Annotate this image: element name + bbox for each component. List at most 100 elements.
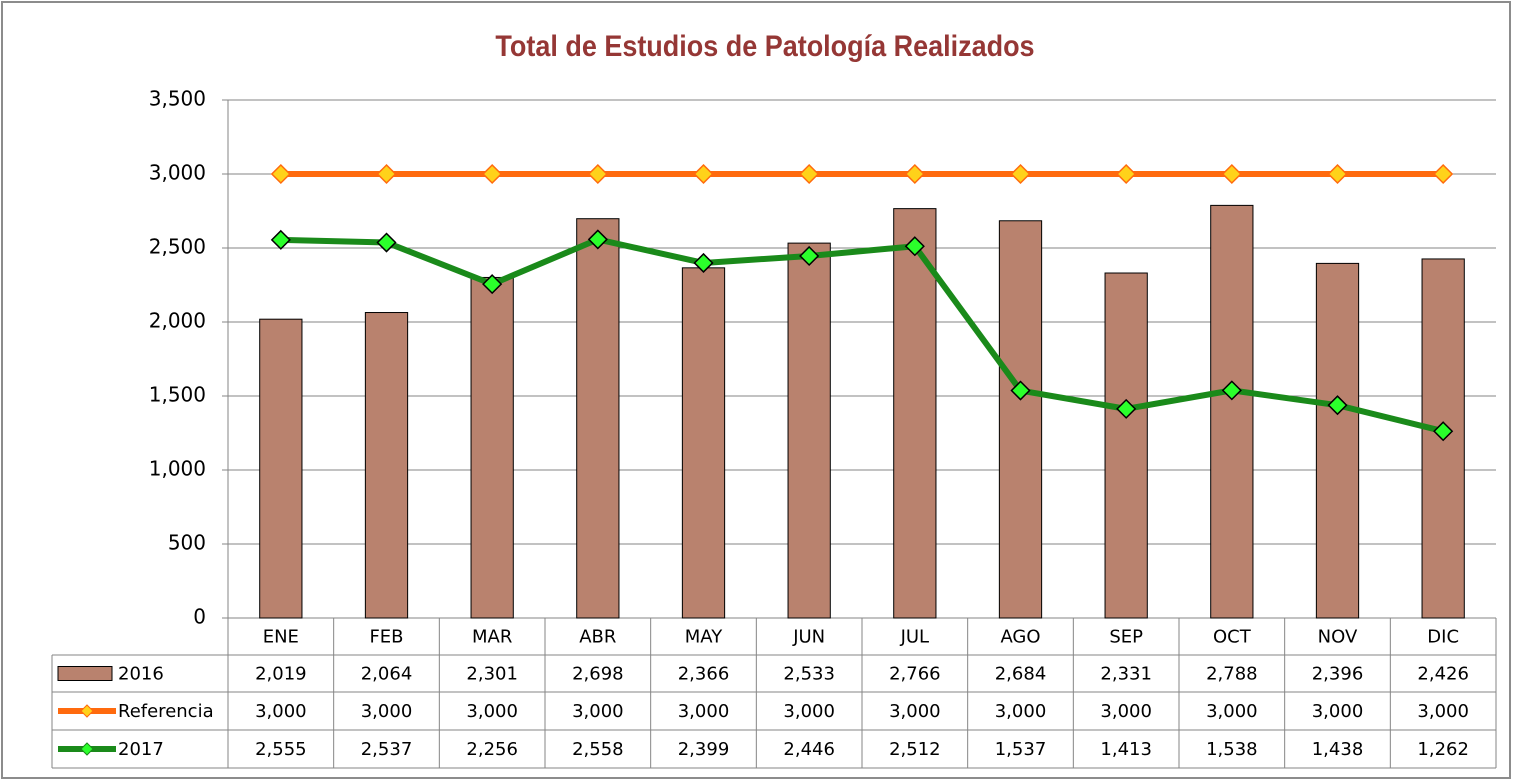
legend-key [80, 742, 94, 756]
table-value: 3,000 [1206, 701, 1258, 722]
legend-key [57, 666, 113, 681]
table-value: 3,000 [678, 701, 730, 722]
y-tick-label: 3,000 [149, 161, 206, 185]
table-value: 2,555 [255, 739, 307, 760]
table-value: 2,256 [466, 739, 518, 760]
bar [787, 242, 831, 619]
legend-label: 2017 [118, 739, 164, 760]
bar [1315, 262, 1360, 619]
bar [576, 218, 620, 619]
table-value: 3,000 [1312, 701, 1364, 722]
legend-label: 2016 [118, 664, 164, 685]
table-value: 3,000 [783, 701, 835, 722]
table-value: 3,000 [255, 701, 307, 722]
table-value: 2,331 [1100, 664, 1152, 685]
table-value: 2,788 [1206, 664, 1258, 685]
table-value: 2,766 [889, 664, 941, 685]
table-value: 2,396 [1312, 664, 1364, 685]
x-tick-label: MAR [472, 627, 512, 648]
table-value: 3,000 [1417, 701, 1469, 722]
x-tick-label: AGO [1000, 627, 1040, 648]
marker [904, 236, 925, 257]
marker [1221, 380, 1242, 401]
legend-label: Referencia [118, 701, 214, 722]
table-value: 1,413 [1100, 739, 1152, 760]
marker [799, 245, 820, 267]
x-tick-label: ABR [579, 627, 616, 648]
line [280, 236, 1444, 435]
x-tick-label: JUN [792, 627, 825, 648]
marker [270, 229, 291, 250]
table-value: 3,000 [1100, 701, 1152, 722]
y-tick-label: 1,500 [149, 383, 206, 407]
x-tick-label: OCT [1213, 627, 1252, 648]
x-tick-label: DIC [1427, 627, 1459, 648]
table-value: 3,000 [361, 701, 413, 722]
marker [1433, 421, 1454, 442]
x-tick-label: MAY [685, 627, 723, 648]
x-tick-label: FEB [369, 627, 403, 648]
marker [270, 163, 291, 185]
marker [376, 232, 397, 253]
marker [482, 163, 503, 185]
table-value: 3,000 [889, 701, 941, 722]
marker [693, 163, 714, 185]
bar [470, 276, 514, 619]
chart-title: Total de Estudios de Patología Realizado… [495, 30, 1034, 64]
x-tick-label: SEP [1109, 627, 1143, 648]
y-tick-label: 500 [168, 531, 206, 555]
table-value: 2,019 [255, 664, 307, 685]
marker [1327, 395, 1348, 416]
marker [1221, 163, 1242, 185]
bar [364, 312, 409, 619]
marker [1116, 398, 1137, 419]
marker [904, 163, 925, 185]
table-value: 1,538 [1206, 739, 1258, 760]
bar [681, 267, 726, 619]
legend-key [80, 704, 94, 718]
bar [893, 208, 937, 619]
bar [998, 220, 1043, 619]
bar [1210, 204, 1254, 619]
table-value: 3,000 [572, 701, 624, 722]
marker [1116, 163, 1137, 185]
bar [1104, 272, 1148, 619]
table-value: 2,537 [361, 739, 413, 760]
marker [693, 252, 714, 274]
table-value: 2,301 [466, 664, 518, 685]
marker [1010, 380, 1031, 401]
y-tick-label: 0 [193, 605, 206, 629]
table-value: 2,558 [572, 739, 624, 760]
table-value: 2,446 [783, 739, 835, 760]
table-value: 2,533 [783, 664, 835, 685]
marker [1010, 163, 1031, 185]
marker [587, 163, 608, 185]
table-value: 3,000 [995, 701, 1047, 722]
bar [259, 318, 303, 619]
table-value: 1,537 [995, 739, 1047, 760]
marker [799, 163, 820, 185]
x-tick-label: NOV [1318, 627, 1358, 648]
table-value: 1,262 [1417, 739, 1469, 760]
table-value: 1,438 [1312, 739, 1364, 760]
table-value: 3,000 [466, 701, 518, 722]
table-value: 2,399 [678, 739, 730, 760]
table-value: 2,512 [889, 739, 941, 760]
y-tick-label: 3,500 [149, 87, 206, 111]
table-value: 2,366 [678, 664, 730, 685]
x-tick-label: JUL [900, 627, 930, 648]
table-value: 2,684 [995, 664, 1047, 685]
x-tick-label: ENE [263, 627, 299, 648]
marker [1433, 163, 1454, 185]
y-tick-label: 1,000 [149, 457, 206, 481]
table-value: 2,064 [361, 664, 413, 685]
y-tick-label: 2,500 [149, 235, 206, 259]
table-value: 2,426 [1417, 664, 1469, 685]
table-value: 2,698 [572, 664, 624, 685]
marker [482, 274, 503, 295]
marker [587, 229, 608, 250]
y-tick-label: 2,000 [149, 309, 206, 333]
marker [1327, 163, 1348, 185]
